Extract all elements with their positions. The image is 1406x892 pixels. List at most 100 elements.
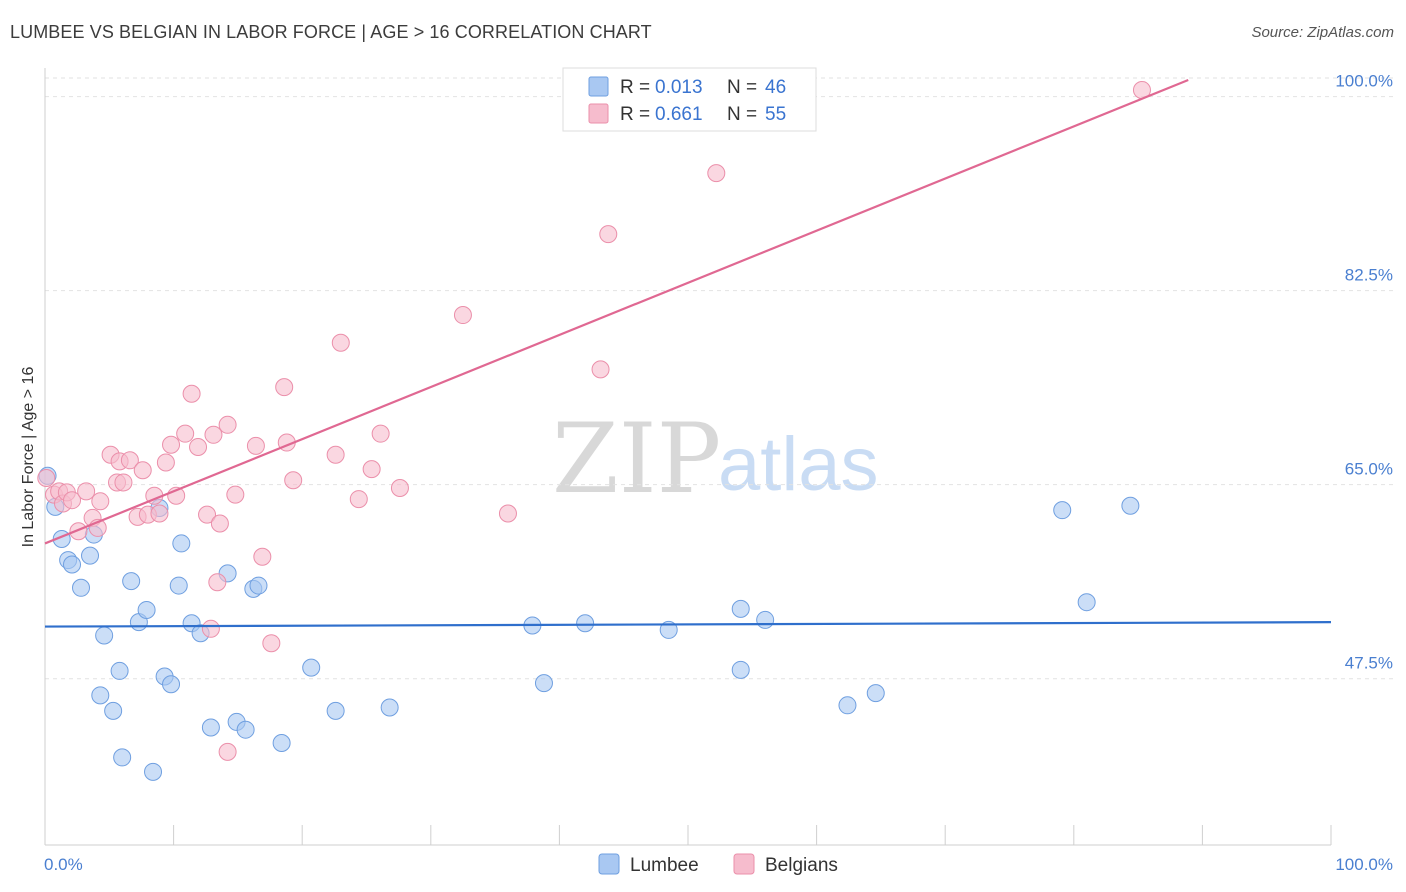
lumbee-point	[659, 620, 678, 639]
lumbee-point	[201, 718, 220, 737]
belgians-point	[176, 424, 195, 443]
belgians-point	[390, 479, 409, 497]
legend-n-label-belgians: N =	[727, 104, 757, 125]
legend-n-value-lumbee: 46	[765, 77, 786, 98]
belgians-trendline	[44, 78, 1189, 545]
lumbee-point	[72, 578, 91, 597]
y-tick-label: 100.0%	[1335, 72, 1393, 91]
y-tick-label: 82.5%	[1345, 266, 1393, 285]
belgians-point	[204, 425, 223, 444]
x-tick-label-min: 0.0%	[44, 855, 83, 874]
series-legend-label-belgians: Belgians	[765, 855, 838, 876]
belgians-point	[37, 469, 56, 488]
series-legend-swatch-belgians	[733, 853, 755, 875]
lumbee-point	[1121, 496, 1140, 515]
lumbee-point	[236, 720, 255, 739]
y-tick-label: 47.5%	[1345, 654, 1393, 673]
lumbee-point	[1053, 501, 1072, 520]
chart-source: Source: ZipAtlas.com	[1251, 24, 1394, 41]
belgians-point	[91, 492, 110, 511]
belgians-point	[210, 514, 229, 533]
lumbee-point	[866, 684, 885, 703]
y-tick-label: 65.0%	[1345, 460, 1393, 479]
lumbee-point	[137, 600, 156, 619]
belgians-point	[162, 435, 181, 454]
lumbee-point	[380, 698, 399, 717]
lumbee-point	[326, 701, 345, 720]
legend-swatch-belgians	[588, 103, 609, 124]
lumbee-point	[95, 626, 114, 645]
watermark-atlas: atlas	[718, 422, 879, 507]
legend-r-value-belgians: 0.661	[655, 104, 703, 125]
lumbee-point	[110, 661, 129, 680]
trendlines	[44, 78, 1332, 628]
belgians-point	[246, 436, 265, 455]
belgians-point	[120, 451, 139, 470]
lumbee-point	[576, 614, 595, 633]
legend-r-label-lumbee: R =	[620, 77, 650, 98]
series-legend: Lumbee Belgians	[598, 853, 838, 876]
belgians-point	[362, 460, 381, 479]
belgians-point	[262, 634, 281, 653]
legend-r-label-belgians: R =	[620, 104, 650, 125]
lumbee-point	[249, 576, 268, 595]
belgians-point	[208, 573, 227, 592]
belgians-points	[37, 80, 1151, 761]
belgians-point	[77, 482, 96, 501]
belgians-point	[218, 415, 237, 434]
lumbee-point	[731, 660, 750, 679]
series-legend-swatch-lumbee	[598, 853, 620, 875]
belgians-point	[599, 225, 618, 244]
belgians-point	[114, 473, 133, 492]
belgians-point	[371, 424, 390, 443]
belgians-point	[591, 360, 610, 379]
belgians-point	[253, 547, 272, 566]
belgians-point	[218, 742, 237, 761]
belgians-point	[226, 485, 245, 504]
lumbee-point	[272, 734, 291, 752]
lumbee-point	[63, 555, 82, 574]
lumbee-point	[113, 748, 132, 767]
belgians-point	[189, 437, 208, 456]
belgians-point	[498, 504, 517, 523]
watermark-zip: ZIP	[552, 403, 721, 515]
lumbee-point	[104, 701, 123, 720]
legend-r-value-lumbee: 0.013	[655, 77, 703, 98]
belgians-point	[63, 491, 82, 510]
lumbee-point	[81, 546, 100, 565]
watermark: ZIP atlas	[552, 403, 879, 515]
belgians-point	[331, 333, 350, 352]
lumbee-point	[172, 534, 191, 553]
lumbee-point	[169, 576, 188, 595]
belgians-point	[182, 384, 201, 403]
lumbee-point	[756, 610, 775, 629]
series-legend-label-lumbee: Lumbee	[630, 855, 699, 876]
lumbee-point	[144, 762, 163, 781]
lumbee-point	[838, 696, 857, 715]
legend-n-label-lumbee: N =	[727, 77, 757, 98]
belgians-point	[275, 378, 294, 397]
belgians-point	[453, 306, 472, 325]
x-axis-ticks	[44, 825, 1332, 845]
legend-swatch-lumbee	[588, 76, 609, 97]
belgians-point	[150, 504, 169, 523]
correlation-legend: R = 0.013 N = 46 R = 0.661 N = 55	[562, 67, 817, 132]
lumbee-point	[534, 674, 553, 693]
y-axis-label: In Labor Force | Age > 16	[20, 367, 37, 548]
lumbee-point	[122, 572, 141, 591]
belgians-point	[349, 490, 368, 509]
belgians-point	[707, 164, 726, 183]
legend-n-value-belgians: 55	[765, 104, 786, 125]
belgians-point	[156, 453, 175, 472]
lumbee-trendline	[44, 621, 1332, 628]
x-tick-label-max-right: 100.0%	[1335, 855, 1393, 874]
belgians-point	[284, 471, 303, 490]
lumbee-point	[302, 658, 321, 677]
belgians-point	[198, 505, 217, 524]
lumbee-point	[731, 599, 750, 618]
lumbee-point	[91, 686, 110, 705]
lumbee-point	[1077, 593, 1096, 612]
y-tick-labels: 47.5% 65.0% 82.5% 100.0%	[1335, 72, 1393, 673]
lumbee-point	[162, 675, 181, 694]
